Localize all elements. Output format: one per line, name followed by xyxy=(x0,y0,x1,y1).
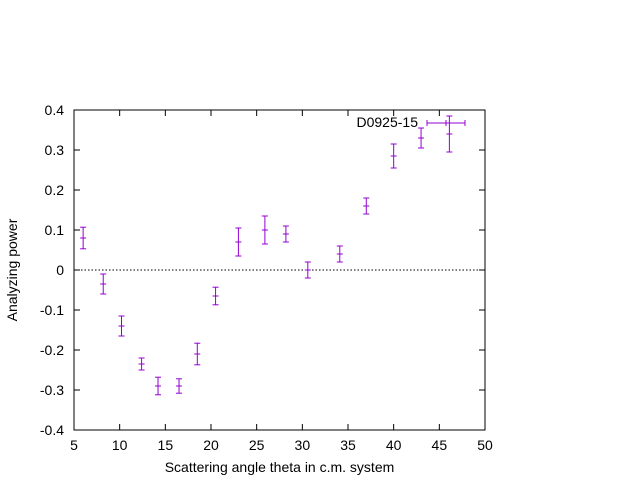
data-point xyxy=(235,227,242,257)
y-tick-label: 0.4 xyxy=(45,102,65,118)
y-tick-label: 0.2 xyxy=(45,182,65,198)
data-point xyxy=(446,115,453,153)
y-tick-label: 0.1 xyxy=(45,222,65,238)
data-point xyxy=(390,143,397,169)
data-point xyxy=(363,197,370,215)
data-point xyxy=(138,357,145,371)
y-tick-label: -0.4 xyxy=(40,422,64,438)
x-tick-label: 30 xyxy=(295,437,311,453)
x-tick-label: 5 xyxy=(70,437,78,453)
y-tick-label: 0 xyxy=(56,262,64,278)
ticks-layer xyxy=(73,109,486,431)
legend-sample xyxy=(426,120,466,126)
y-tick-label: 0.3 xyxy=(45,142,65,158)
x-tick-label: 35 xyxy=(340,437,356,453)
data-point xyxy=(80,226,87,250)
series-layer xyxy=(80,115,453,396)
data-point xyxy=(261,215,268,245)
y-tick-label: -0.2 xyxy=(40,342,64,358)
data-point xyxy=(282,225,289,243)
y-axis-label: Analyzing power xyxy=(4,218,20,321)
y-tick-label: -0.3 xyxy=(40,382,64,398)
tick-labels-layer: 5 10 15 20 25 30 35 40 45 50 -0.4 -0.3 -0.2 -0.1 0 0.1 0… xyxy=(40,102,493,453)
data-point xyxy=(336,245,343,263)
data-point xyxy=(418,127,425,149)
legend-label: D0925-15 xyxy=(357,114,419,130)
data-point xyxy=(118,315,125,337)
x-tick-label: 20 xyxy=(203,437,219,453)
data-point xyxy=(194,342,201,366)
x-tick-label: 15 xyxy=(158,437,174,453)
x-tick-label: 50 xyxy=(477,437,493,453)
y-tick-label: -0.1 xyxy=(40,302,64,318)
data-point xyxy=(176,378,183,394)
plot-frame xyxy=(73,109,486,431)
data-point xyxy=(155,376,162,396)
x-tick-label: 40 xyxy=(386,437,402,453)
legend: D0925-15 xyxy=(357,114,466,130)
data-point xyxy=(100,273,107,295)
data-point xyxy=(304,261,311,279)
x-tick-label: 10 xyxy=(112,437,128,453)
data-point xyxy=(212,286,219,306)
x-axis-label: Scattering angle theta in c.m. system xyxy=(165,459,395,475)
x-tick-label: 25 xyxy=(249,437,265,453)
x-tick-label: 45 xyxy=(432,437,448,453)
